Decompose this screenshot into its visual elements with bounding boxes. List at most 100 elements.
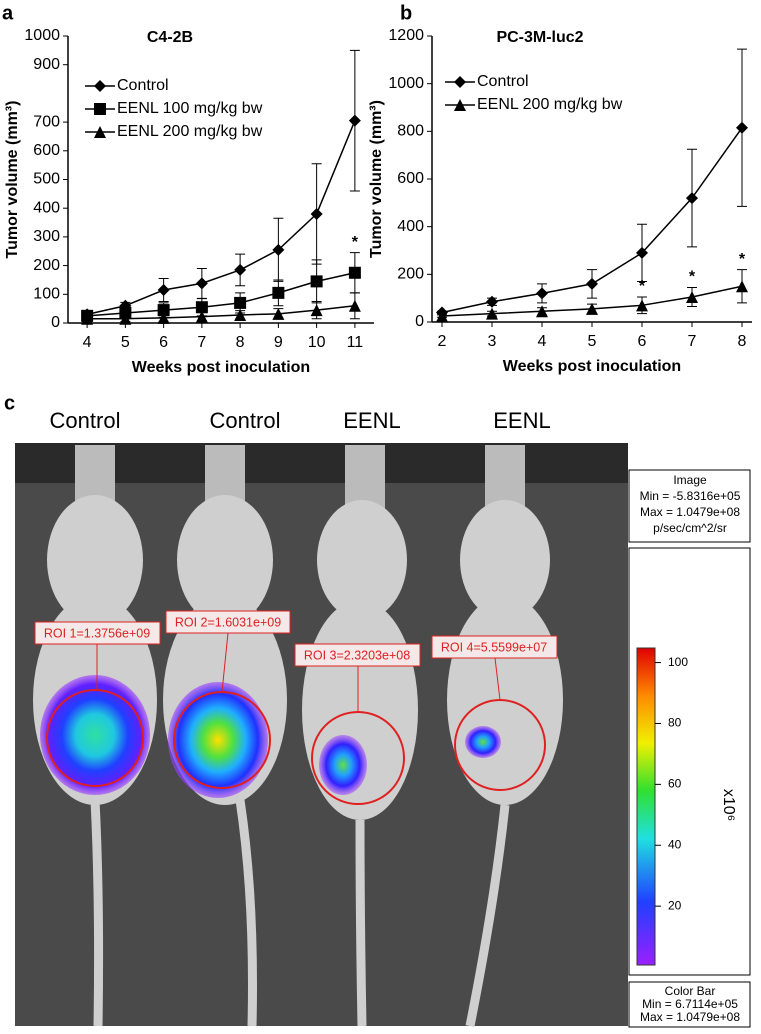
y-tick-label: 800: [397, 123, 424, 140]
marker: [195, 277, 208, 290]
marker: [94, 126, 106, 138]
holder: [15, 443, 628, 483]
box-text: Min = -5.8316e+05: [640, 489, 741, 503]
roi-labels: ROI 1=1.3756e+09 ROI 2=1.6031e+09 ROI 3=…: [34, 610, 558, 667]
marker: [686, 290, 698, 303]
marker: [94, 103, 106, 115]
series-line: [87, 272, 356, 317]
signal: [40, 675, 501, 798]
annotation: *: [639, 278, 646, 295]
marker: [536, 305, 548, 318]
panel-label: b: [400, 2, 412, 24]
marker: [310, 207, 323, 220]
marker: [454, 76, 466, 88]
annotation: *: [352, 234, 359, 251]
y-tick-label: 700: [33, 113, 60, 130]
marker: [195, 310, 208, 323]
x-tick-label: 3: [488, 333, 497, 350]
y-tick-label: 600: [33, 142, 60, 159]
colorbar-tick-label: 80: [668, 716, 682, 730]
x-tick-label: 4: [538, 333, 547, 350]
chart: a C4-2B Weeks post inoculation Tumor volume…: [2, 2, 374, 376]
marker: [81, 312, 94, 325]
column-label: EENL: [493, 408, 550, 433]
colorbar-tick-label: 100: [668, 655, 688, 669]
colorbar: [636, 647, 656, 966]
box-text: p/sec/cm^2/sr: [653, 521, 727, 535]
marker: [157, 304, 170, 317]
legend-label: EENL 200 mg/kg bw: [477, 96, 623, 113]
marker: [454, 99, 466, 111]
panel-c: c Control Control EENL EENL ROI 1=1.3: [4, 392, 751, 1028]
marker: [310, 304, 323, 317]
y-tick-label: 1200: [388, 27, 424, 44]
image-box: Image Min = -5.8316e+05 Max = 1.0479e+08…: [628, 469, 751, 543]
legend-label: EENL 200 mg/kg bw: [117, 123, 263, 140]
y-tick-label: 100: [33, 286, 60, 303]
y-tick-label: 600: [397, 170, 424, 187]
roi-circles: [46, 632, 546, 805]
legend-label: EENL 100 mg/kg bw: [117, 100, 263, 117]
marker: [94, 80, 106, 92]
marker: [636, 299, 648, 312]
y-tick-label: 900: [33, 56, 60, 73]
x-tick-label: 5: [121, 334, 130, 351]
x-tick-label: 4: [83, 334, 92, 351]
legend-label: Control: [117, 77, 169, 94]
y-tick-label: 400: [33, 199, 60, 216]
column-label: Control: [210, 408, 281, 433]
x-tick-label: 7: [688, 333, 697, 350]
y-tick-label: 400: [397, 218, 424, 235]
panel-label: c: [4, 392, 15, 414]
box-text: Color Bar: [665, 984, 716, 998]
roi-label: ROI 1=1.3756e+09: [44, 626, 150, 640]
y-tick-label: 200: [33, 257, 60, 274]
y-tick-label: 1000: [24, 27, 60, 44]
marker: [536, 287, 548, 300]
column-label: Control: [50, 408, 121, 433]
x-tick-label: 6: [638, 333, 647, 350]
column-label: EENL: [343, 408, 400, 433]
x-tick-label: 10: [308, 334, 326, 351]
x-tick-label: 2: [438, 333, 447, 350]
colorbar-unit: x10⁶: [720, 789, 737, 821]
y-axis-label: Tumor volume (mm³): [4, 101, 21, 259]
marker: [736, 121, 748, 134]
marker: [348, 114, 361, 127]
marker: [686, 192, 698, 205]
box-text: Min = 6.7114e+05: [642, 997, 738, 1011]
marker: [348, 299, 361, 312]
x-tick-label: 8: [738, 333, 747, 350]
annotation: *: [689, 269, 696, 286]
y-tick-label: 200: [397, 266, 424, 283]
y-tick-label: 300: [33, 228, 60, 245]
series-line: [86, 120, 356, 316]
marker: [486, 295, 498, 308]
marker: [119, 312, 132, 325]
x-tick-label: 5: [588, 333, 597, 350]
colorbar-tick-label: 60: [668, 777, 682, 791]
y-tick-label: 0: [51, 314, 60, 331]
y-tick-label: 0: [415, 313, 424, 330]
marker: [157, 283, 170, 296]
annotation: *: [739, 251, 746, 268]
chart-title: C4-2B: [147, 29, 193, 46]
marker: [310, 275, 323, 288]
panel-label: a: [2, 2, 14, 24]
marker: [272, 286, 285, 299]
marker: [234, 296, 247, 309]
marker: [157, 311, 170, 324]
marker: [195, 301, 208, 314]
charts: a C4-2B Weeks post inoculation Tumor volume…: [2, 2, 752, 376]
y-axis-label: Tumor volume (mm³): [368, 100, 385, 258]
marker: [234, 263, 247, 276]
x-tick-label: 6: [159, 334, 168, 351]
chart: b PC-3M-luc2 Weeks post inoculation Tumor v…: [368, 2, 752, 375]
box-text: Image: [673, 473, 707, 487]
roi-label: ROI 4=5.5599e+07: [441, 640, 547, 654]
x-axis-label: Weeks post inoculation: [132, 359, 310, 376]
box-text: Max = 1.0479e+08: [640, 1010, 740, 1024]
colorbar-tick-label: 20: [668, 898, 682, 912]
x-tick-label: 8: [236, 334, 245, 351]
